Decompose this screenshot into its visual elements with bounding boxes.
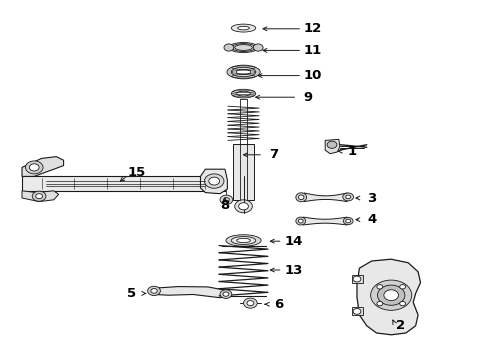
Text: 14: 14 [284,235,302,248]
Ellipse shape [231,237,255,244]
Text: 10: 10 [303,69,322,82]
FancyBboxPatch shape [351,275,362,283]
Ellipse shape [295,217,305,225]
Text: 3: 3 [366,192,375,204]
Polygon shape [200,169,227,194]
Circle shape [25,161,43,174]
Ellipse shape [231,89,255,98]
Polygon shape [303,217,346,225]
Circle shape [345,195,350,199]
Ellipse shape [147,286,160,296]
Ellipse shape [226,65,260,79]
Ellipse shape [236,69,250,75]
Circle shape [399,285,405,289]
Ellipse shape [236,238,250,243]
Ellipse shape [237,26,249,30]
FancyBboxPatch shape [232,144,254,200]
Polygon shape [22,157,63,176]
Circle shape [377,285,404,305]
Circle shape [220,290,231,298]
Ellipse shape [150,289,157,293]
Circle shape [208,177,219,185]
Ellipse shape [295,193,306,202]
Circle shape [204,174,224,188]
Circle shape [32,191,46,201]
Text: 9: 9 [303,91,312,104]
Text: 11: 11 [303,44,322,57]
Circle shape [253,44,263,51]
Polygon shape [356,259,420,335]
Polygon shape [325,139,339,154]
Ellipse shape [298,195,303,199]
Text: 6: 6 [274,298,283,311]
Text: 4: 4 [366,213,375,226]
Circle shape [224,44,233,51]
Ellipse shape [231,24,255,32]
Circle shape [243,298,257,308]
Text: 8: 8 [220,199,229,212]
Circle shape [246,301,253,306]
Circle shape [36,194,42,199]
Circle shape [29,164,39,171]
Circle shape [345,219,350,223]
Text: 2: 2 [396,319,405,332]
Circle shape [343,217,352,225]
Ellipse shape [228,42,258,53]
Circle shape [326,141,336,148]
Text: 5: 5 [127,287,136,300]
Polygon shape [304,193,346,202]
Circle shape [383,290,398,301]
Polygon shape [150,287,228,298]
Circle shape [220,195,232,204]
Ellipse shape [225,235,261,246]
FancyBboxPatch shape [351,307,362,315]
Circle shape [238,203,248,210]
Text: 15: 15 [127,166,146,179]
Circle shape [352,309,360,314]
Ellipse shape [236,91,250,96]
Text: 1: 1 [347,145,356,158]
Circle shape [399,301,405,306]
Circle shape [352,276,360,282]
Circle shape [342,193,353,201]
Text: 12: 12 [303,22,322,35]
Text: 7: 7 [269,148,278,161]
Circle shape [370,280,411,310]
Circle shape [223,292,228,296]
Circle shape [376,301,382,306]
Polygon shape [22,191,59,202]
Ellipse shape [298,219,303,223]
Text: 13: 13 [284,264,302,276]
FancyBboxPatch shape [22,176,224,191]
Ellipse shape [231,67,255,77]
Circle shape [376,285,382,289]
Circle shape [234,200,252,213]
